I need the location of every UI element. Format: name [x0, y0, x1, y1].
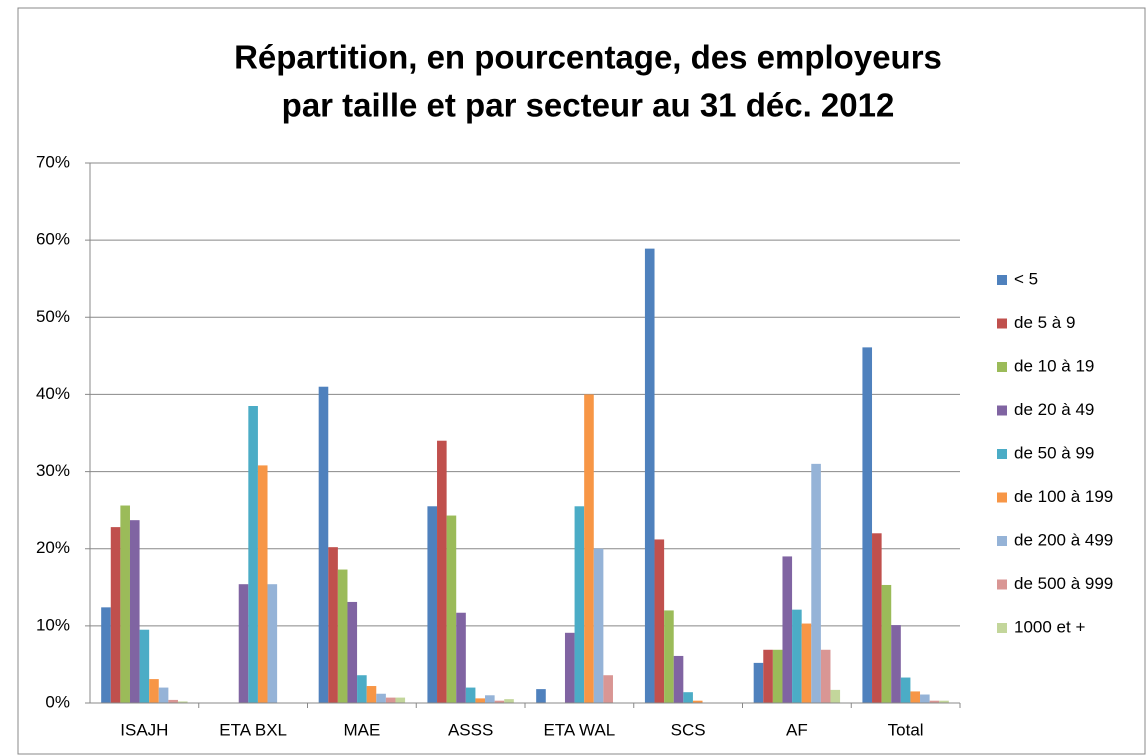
- bar: [654, 539, 665, 703]
- legend-swatch: [997, 536, 1007, 546]
- bar: [456, 612, 466, 703]
- bar: [929, 700, 940, 703]
- bar: [366, 686, 377, 703]
- legend-swatch: [997, 318, 1007, 329]
- x-tick-label: SCS: [671, 720, 706, 739]
- bar: [120, 505, 130, 703]
- bar: [820, 649, 831, 703]
- y-tick-label: 30%: [36, 461, 70, 480]
- bar: [177, 701, 188, 703]
- bar: [772, 649, 783, 703]
- bar: [939, 700, 949, 703]
- bar: [692, 700, 703, 703]
- legend-label: de 500 à 999: [1014, 574, 1113, 593]
- bar: [920, 694, 930, 703]
- chart-title: par taille et par secteur au 31 déc. 201…: [282, 87, 895, 124]
- bar: [792, 609, 802, 703]
- bar: [168, 699, 178, 703]
- y-tick-label: 10%: [36, 615, 70, 634]
- bar: [158, 687, 169, 703]
- bar: [673, 655, 684, 703]
- x-tick-label: Total: [888, 720, 924, 739]
- chart-title: Répartition, en pourcentage, des employe…: [234, 39, 942, 76]
- x-tick-label: ISAJH: [120, 720, 168, 739]
- legend-label: de 50 à 99: [1014, 443, 1094, 462]
- bar: [328, 547, 338, 703]
- bar: [584, 394, 594, 703]
- bar: [801, 623, 812, 703]
- bar: [664, 610, 674, 703]
- bar: [564, 632, 575, 703]
- y-tick-label: 50%: [36, 307, 70, 326]
- bar: [385, 697, 396, 703]
- y-tick-label: 0%: [45, 692, 70, 711]
- legend-label: de 5 à 9: [1014, 313, 1075, 332]
- bar: [139, 629, 150, 703]
- bar: [376, 693, 386, 703]
- bar: [830, 689, 841, 703]
- legend-swatch: [997, 623, 1007, 633]
- bar: [683, 692, 693, 703]
- legend-swatch: [997, 362, 1007, 372]
- bar: [427, 506, 438, 703]
- bar: [267, 584, 278, 703]
- bar: [910, 691, 921, 703]
- y-tick-label: 40%: [36, 384, 70, 403]
- bar: [881, 584, 892, 703]
- bar: [395, 697, 406, 703]
- y-tick-label: 20%: [36, 538, 70, 557]
- legend-swatch: [997, 449, 1007, 459]
- bar: [593, 548, 604, 703]
- legend-label: de 200 à 499: [1014, 530, 1113, 549]
- bar: [101, 607, 111, 703]
- bar: [603, 675, 613, 703]
- bar: [110, 527, 121, 703]
- bar: [347, 601, 358, 703]
- legend-swatch: [997, 275, 1007, 285]
- legend-label: de 10 à 19: [1014, 356, 1094, 375]
- bar: [753, 662, 764, 703]
- legend-swatch: [997, 579, 1007, 590]
- bar: [862, 347, 873, 703]
- y-tick-label: 70%: [36, 152, 70, 171]
- y-tick-label: 60%: [36, 230, 70, 249]
- bar: [337, 569, 348, 703]
- bar: [318, 386, 329, 703]
- bar: [446, 515, 457, 703]
- bar: [238, 584, 249, 703]
- bar: [248, 406, 258, 703]
- bar: [782, 556, 793, 703]
- bar: [437, 440, 447, 703]
- bar: [536, 689, 546, 703]
- legend-label: < 5: [1014, 269, 1038, 288]
- bar: [485, 695, 495, 703]
- bar: [465, 687, 476, 703]
- bar: [763, 649, 773, 703]
- legend-label: 1000 et +: [1014, 617, 1085, 636]
- bar: [149, 679, 159, 703]
- bar: [494, 700, 505, 703]
- legend-swatch: [997, 492, 1007, 503]
- bar: [574, 506, 585, 703]
- bar: [644, 248, 655, 703]
- bar: [900, 677, 911, 703]
- legend-label: de 100 à 199: [1014, 487, 1113, 506]
- x-tick-label: ETA BXL: [219, 720, 287, 739]
- bar: [891, 625, 901, 703]
- bar: [872, 533, 882, 703]
- legend-label: de 20 à 49: [1014, 400, 1094, 419]
- bar: [129, 520, 140, 703]
- x-tick-label: AF: [786, 720, 808, 739]
- bar: [811, 463, 821, 703]
- bar: [504, 699, 514, 703]
- legend-swatch: [997, 405, 1007, 416]
- bar: [257, 465, 268, 703]
- x-tick-label: MAE: [343, 720, 380, 739]
- x-tick-label: ETA WAL: [543, 720, 615, 739]
- bar: [357, 675, 367, 703]
- x-tick-label: ASSS: [448, 720, 493, 739]
- bar: [475, 698, 486, 703]
